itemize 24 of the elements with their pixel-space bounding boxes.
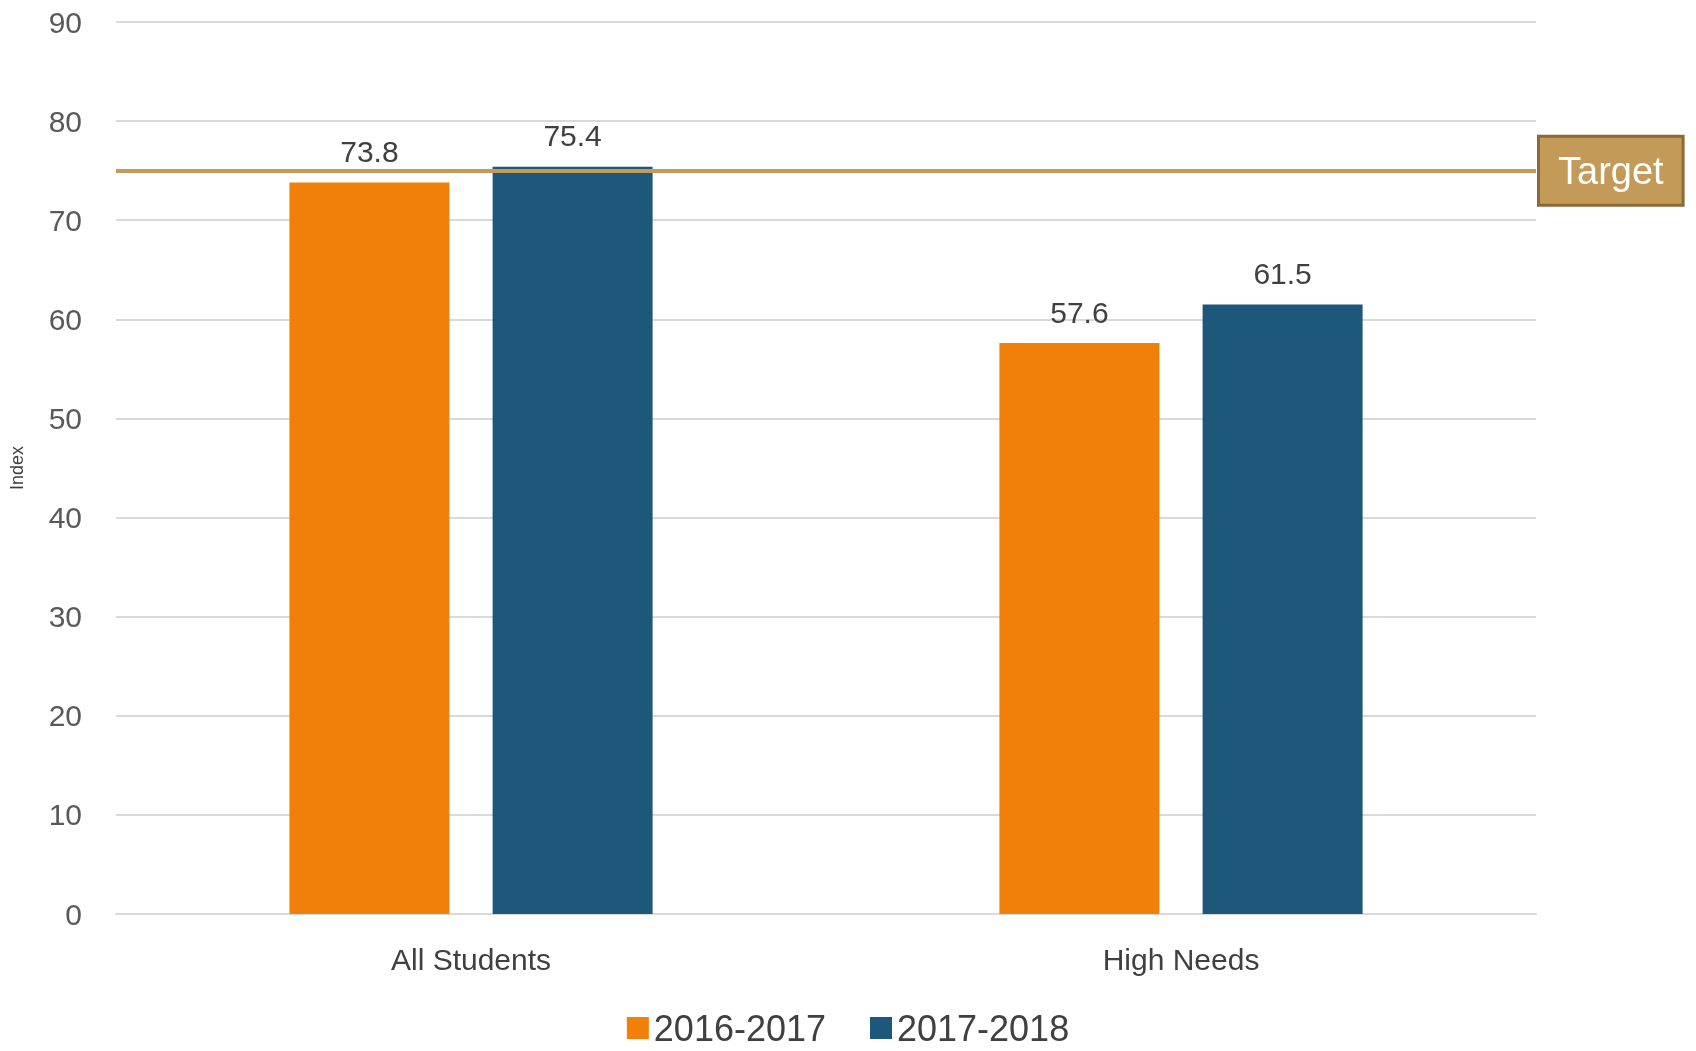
legend-label: 2016-2017 <box>653 1007 827 1049</box>
data-label: 73.8 <box>340 135 399 169</box>
bar <box>999 343 1160 914</box>
y-tick-label: 10 <box>48 798 82 832</box>
y-tick-label: 0 <box>65 897 82 931</box>
bar <box>1202 304 1363 914</box>
bar <box>492 166 653 914</box>
legend-label: 2017-2018 <box>897 1007 1070 1049</box>
data-label: 75.4 <box>543 119 602 153</box>
y-tick-label: 50 <box>48 401 82 435</box>
bar <box>289 182 450 914</box>
y-tick-label: 70 <box>48 203 82 237</box>
ref-line-label: Target <box>1558 149 1665 192</box>
data-label: 57.6 <box>1050 295 1109 329</box>
x-tick-label: All Students <box>390 942 552 976</box>
y-tick-label: 90 <box>48 5 82 39</box>
y-tick-label: 30 <box>48 600 82 634</box>
data-label: 61.5 <box>1253 256 1312 290</box>
y-axis-title: Index <box>7 445 27 491</box>
x-tick-label: High Needs <box>1102 942 1260 976</box>
y-tick-label: 40 <box>48 501 82 535</box>
y-tick-label: 80 <box>48 104 82 138</box>
y-tick-label: 20 <box>48 699 82 733</box>
y-tick-label: 60 <box>48 302 82 336</box>
